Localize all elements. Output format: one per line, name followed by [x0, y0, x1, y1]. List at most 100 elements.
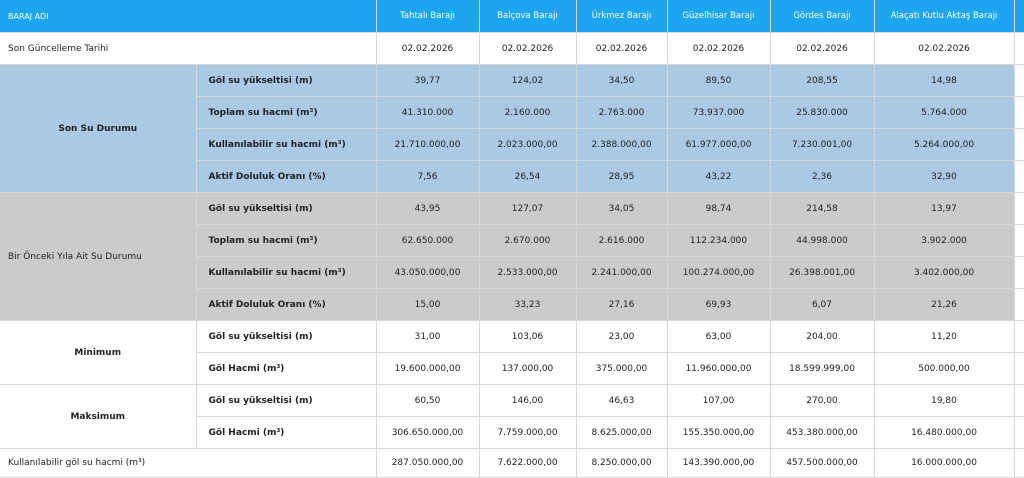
table-cell: 5.264.000,00 — [874, 128, 1015, 161]
table-cell: 02.02.2026 — [576, 32, 668, 65]
table-cell: 127,07 — [479, 192, 577, 225]
table-cell: 16.000.000,00 — [874, 448, 1015, 478]
table-cell: 43.050.000,00 — [376, 256, 480, 289]
table-row: Bir Önceki Yıla Ait Su Durumu Göl su yüks… — [0, 192, 1024, 321]
header-dam: Alaçatı Kutlu Aktaş Barajı — [874, 0, 1015, 33]
header-dam: Gördes Barajı — [770, 0, 875, 33]
edge-cell — [1014, 352, 1024, 385]
table-cell: 44.998.000 — [770, 224, 875, 257]
header-dam: Ürkmez Barajı — [576, 0, 668, 33]
table-cell: 107,00 — [667, 384, 771, 417]
table-row: Göl Hacmi (m³) 19.600.000,00 137.000,00 375… — [0, 352, 1024, 385]
table-cell: 63,00 — [667, 320, 771, 353]
table-cell: 2.160.000 — [479, 96, 577, 129]
table-cell: 155.350.000,00 — [667, 416, 771, 449]
table-cell: 2.388.000,00 — [576, 128, 668, 161]
table-row: Aktif Doluluk Oranı (%) 7,56 26,54 28,95 43,… — [0, 160, 1024, 193]
table-cell: 8.250.000,00 — [576, 448, 668, 478]
table-cell: 500.000,00 — [874, 352, 1015, 385]
table-cell: 27,16 — [576, 288, 668, 321]
table-cell: 287.050.000,00 — [376, 448, 480, 478]
table-cell: 33,23 — [479, 288, 577, 321]
table-cell: 15,00 — [376, 288, 480, 321]
table-cell: 19,80 — [874, 384, 1015, 417]
table-cell: 2.023.000,00 — [479, 128, 577, 161]
table-cell: 7.622.000,00 — [479, 448, 577, 478]
row-label: Kullanılabilir su hacmi (m³) — [196, 256, 377, 289]
update-label: Son Güncelleme Tarihi — [0, 32, 377, 65]
table-cell: 62.650.000 — [376, 224, 480, 257]
table-cell: 453.380.000,00 — [770, 416, 875, 449]
row-label: Göl su yükseltisi (m) — [196, 64, 377, 97]
header-dam: Tahtalı Barajı — [376, 0, 480, 33]
table-row: Göl Hacmi (m³) 306.650.000,00 7.759.000,00… — [0, 416, 1024, 449]
table-cell: 34,50 — [576, 64, 668, 97]
group-label-minimum: Minimum — [0, 320, 197, 385]
table-cell: 16.480.000,00 — [874, 416, 1015, 449]
table-row: Son Su Durumu Göl su yükseltisi (m) 39,77 1… — [0, 64, 1024, 193]
table-cell: 19.600.000,00 — [376, 352, 480, 385]
edge-cell — [1014, 64, 1024, 97]
table-cell: 103,06 — [479, 320, 577, 353]
edge-cell — [1014, 256, 1024, 289]
table-cell: 14,98 — [874, 64, 1015, 97]
table-cell: 306.650.000,00 — [376, 416, 480, 449]
table-cell: 137.000,00 — [479, 352, 577, 385]
table-cell: 2.241.000,00 — [576, 256, 668, 289]
table-cell: 89,50 — [667, 64, 771, 97]
header-edge — [1014, 0, 1024, 33]
table-cell: 43,95 — [376, 192, 480, 225]
table-cell: 32,90 — [874, 160, 1015, 193]
edge-cell — [1014, 288, 1024, 321]
edge-cell — [1014, 448, 1024, 478]
table-cell: 02.02.2026 — [667, 32, 771, 65]
table-cell: 270,00 — [770, 384, 875, 417]
table-cell: 25.830.000 — [770, 96, 875, 129]
header-dam: Balçova Barajı — [479, 0, 577, 33]
table-cell: 13,97 — [874, 192, 1015, 225]
group-label-son-su-durumu: Son Su Durumu — [0, 64, 197, 193]
table-cell: 26.398.001,00 — [770, 256, 875, 289]
table-cell: 41.310.000 — [376, 96, 480, 129]
edge-cell — [1014, 160, 1024, 193]
table-cell: 2.670.000 — [479, 224, 577, 257]
group-label-maksimum: Maksimum — [0, 384, 197, 449]
table-cell: 3.902.000 — [874, 224, 1015, 257]
table-cell: 46,63 — [576, 384, 668, 417]
table-cell: 100.274.000,00 — [667, 256, 771, 289]
table-cell: 31,00 — [376, 320, 480, 353]
row-label: Göl Hacmi (m³) — [196, 416, 377, 449]
table-cell: 26,54 — [479, 160, 577, 193]
table-cell: 69,93 — [667, 288, 771, 321]
table-cell: 11,20 — [874, 320, 1015, 353]
table-cell: 02.02.2026 — [770, 32, 875, 65]
table-header-row: BARAJ ADI Tahtalı Barajı Balçova Barajı … — [0, 0, 1024, 33]
table-cell: 28,95 — [576, 160, 668, 193]
row-label: Göl su yükseltisi (m) — [196, 192, 377, 225]
table-cell: 21,26 — [874, 288, 1015, 321]
usable-volume-row: Kullanılabilir göl su hacmi (m³) 287.050.… — [0, 448, 1024, 478]
table-row: Toplam su hacmi (m³) 41.310.000 2.160.000 2… — [0, 96, 1024, 129]
table-cell: 18.599.999,00 — [770, 352, 875, 385]
table-cell: 204,00 — [770, 320, 875, 353]
table-cell: 98,74 — [667, 192, 771, 225]
table-cell: 146,00 — [479, 384, 577, 417]
table-row: Toplam su hacmi (m³) 62.650.000 2.670.000 2… — [0, 224, 1024, 257]
row-label: Göl su yükseltisi (m) — [196, 320, 377, 353]
table-cell: 23,00 — [576, 320, 668, 353]
table-cell: 375.000,00 — [576, 352, 668, 385]
table-row: Kullanılabilir su hacmi (m³) 21.710.000,0… — [0, 128, 1024, 161]
edge-cell — [1014, 224, 1024, 257]
edge-cell — [1014, 416, 1024, 449]
table-cell: 34,05 — [576, 192, 668, 225]
edge-cell — [1014, 384, 1024, 417]
edge-cell — [1014, 96, 1024, 129]
usable-volume-label: Kullanılabilir göl su hacmi (m³) — [0, 448, 377, 478]
table-row: Kullanılabilir su hacmi (m³) 43.050.000,0… — [0, 256, 1024, 289]
table-row: Maksimum Göl su yükseltisi (m) 60,50 146,00… — [0, 384, 1024, 449]
table-cell: 143.390.000,00 — [667, 448, 771, 478]
edge-cell — [1014, 192, 1024, 225]
table-cell: 214,58 — [770, 192, 875, 225]
row-label: Aktif Doluluk Oranı (%) — [196, 288, 377, 321]
update-row: Son Güncelleme Tarihi 02.02.2026 02.02.2… — [0, 32, 1024, 65]
